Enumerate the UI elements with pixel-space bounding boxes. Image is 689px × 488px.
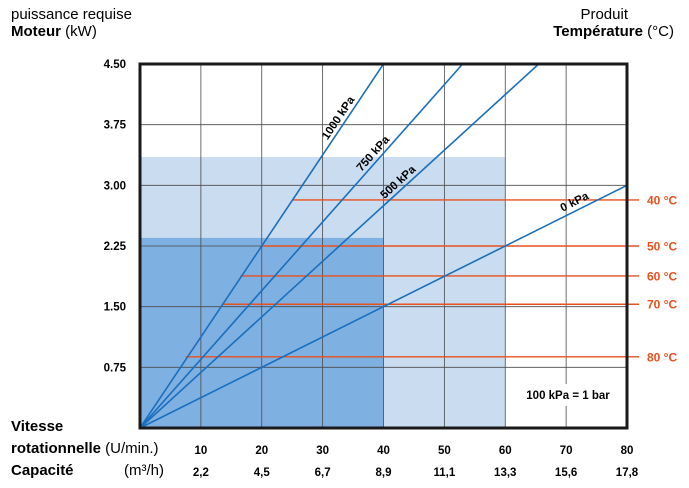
x-tick-label: 30 <box>316 445 329 457</box>
y-tick-label: 4.50 <box>104 59 126 71</box>
temperature-label: 40 °C <box>647 193 677 207</box>
speed-label-line1: Vitesse <box>11 418 64 435</box>
speed-label-bold: rotationnelle <box>11 440 102 457</box>
temperature-label: 50 °C <box>647 240 677 254</box>
temperature-label: 80 °C <box>647 350 677 364</box>
temperature-label: 70 °C <box>647 298 677 312</box>
capacity-tick-label: 15,6 <box>555 467 577 479</box>
pressure-line <box>139 63 540 429</box>
y-axis-title-unit: (kW) <box>61 23 97 40</box>
capacity-tick-label: 6,7 <box>315 467 331 479</box>
y-axis-title-bold: Moteur <box>11 23 61 40</box>
annotation-box <box>517 384 619 406</box>
y-axis-title-line1: puissance requise <box>11 6 132 23</box>
x-tick-label: 40 <box>377 445 390 457</box>
plot-frame <box>138 62 629 430</box>
x-tick-label: 60 <box>499 445 512 457</box>
pressure-line <box>139 63 385 429</box>
y-tick-label: 3.75 <box>104 120 127 132</box>
temperature-label: 60 °C <box>647 269 677 283</box>
capacity-tick-label: 11,1 <box>434 467 456 479</box>
speed-label-unit: (U/min.) <box>101 440 159 457</box>
capacity-tick-label: 13,3 <box>494 467 516 479</box>
x-tick-label: 80 <box>621 445 634 457</box>
temperature-title-bold: Température <box>553 23 643 40</box>
x-tick-label: 10 <box>194 445 207 457</box>
capacity-tick-label: 2,2 <box>193 467 209 479</box>
speed-label-line2: rotationnelle (U/min.) <box>11 440 159 457</box>
capacity-tick-label: 17,8 <box>616 467 639 479</box>
x-tick-label: 50 <box>438 445 451 457</box>
x-tick-label: 70 <box>560 445 573 457</box>
x-tick-label: 20 <box>255 445 268 457</box>
temperature-title-line1: Produit <box>580 6 628 23</box>
y-tick-label: 2.25 <box>104 241 127 253</box>
capacity-tick-label: 4,5 <box>254 467 271 479</box>
pressure-line <box>139 63 464 429</box>
pressure-line <box>139 184 628 429</box>
capacity-tick-label: 8,9 <box>376 467 392 479</box>
y-tick-label: 1.50 <box>104 302 126 314</box>
temperature-title-unit: (°C) <box>643 23 674 40</box>
y-axis-title-line2: Moteur (kW) <box>11 23 97 40</box>
y-tick-label: 0.75 <box>104 362 127 374</box>
y-tick-label: 3.00 <box>104 180 126 192</box>
annotation-text: 100 kPa = 1 bar <box>526 390 610 402</box>
temperature-title-line2: Température (°C) <box>553 23 674 40</box>
capacity-unit: (m³/h) <box>124 462 164 479</box>
capacity-label: Capacité <box>11 462 74 479</box>
